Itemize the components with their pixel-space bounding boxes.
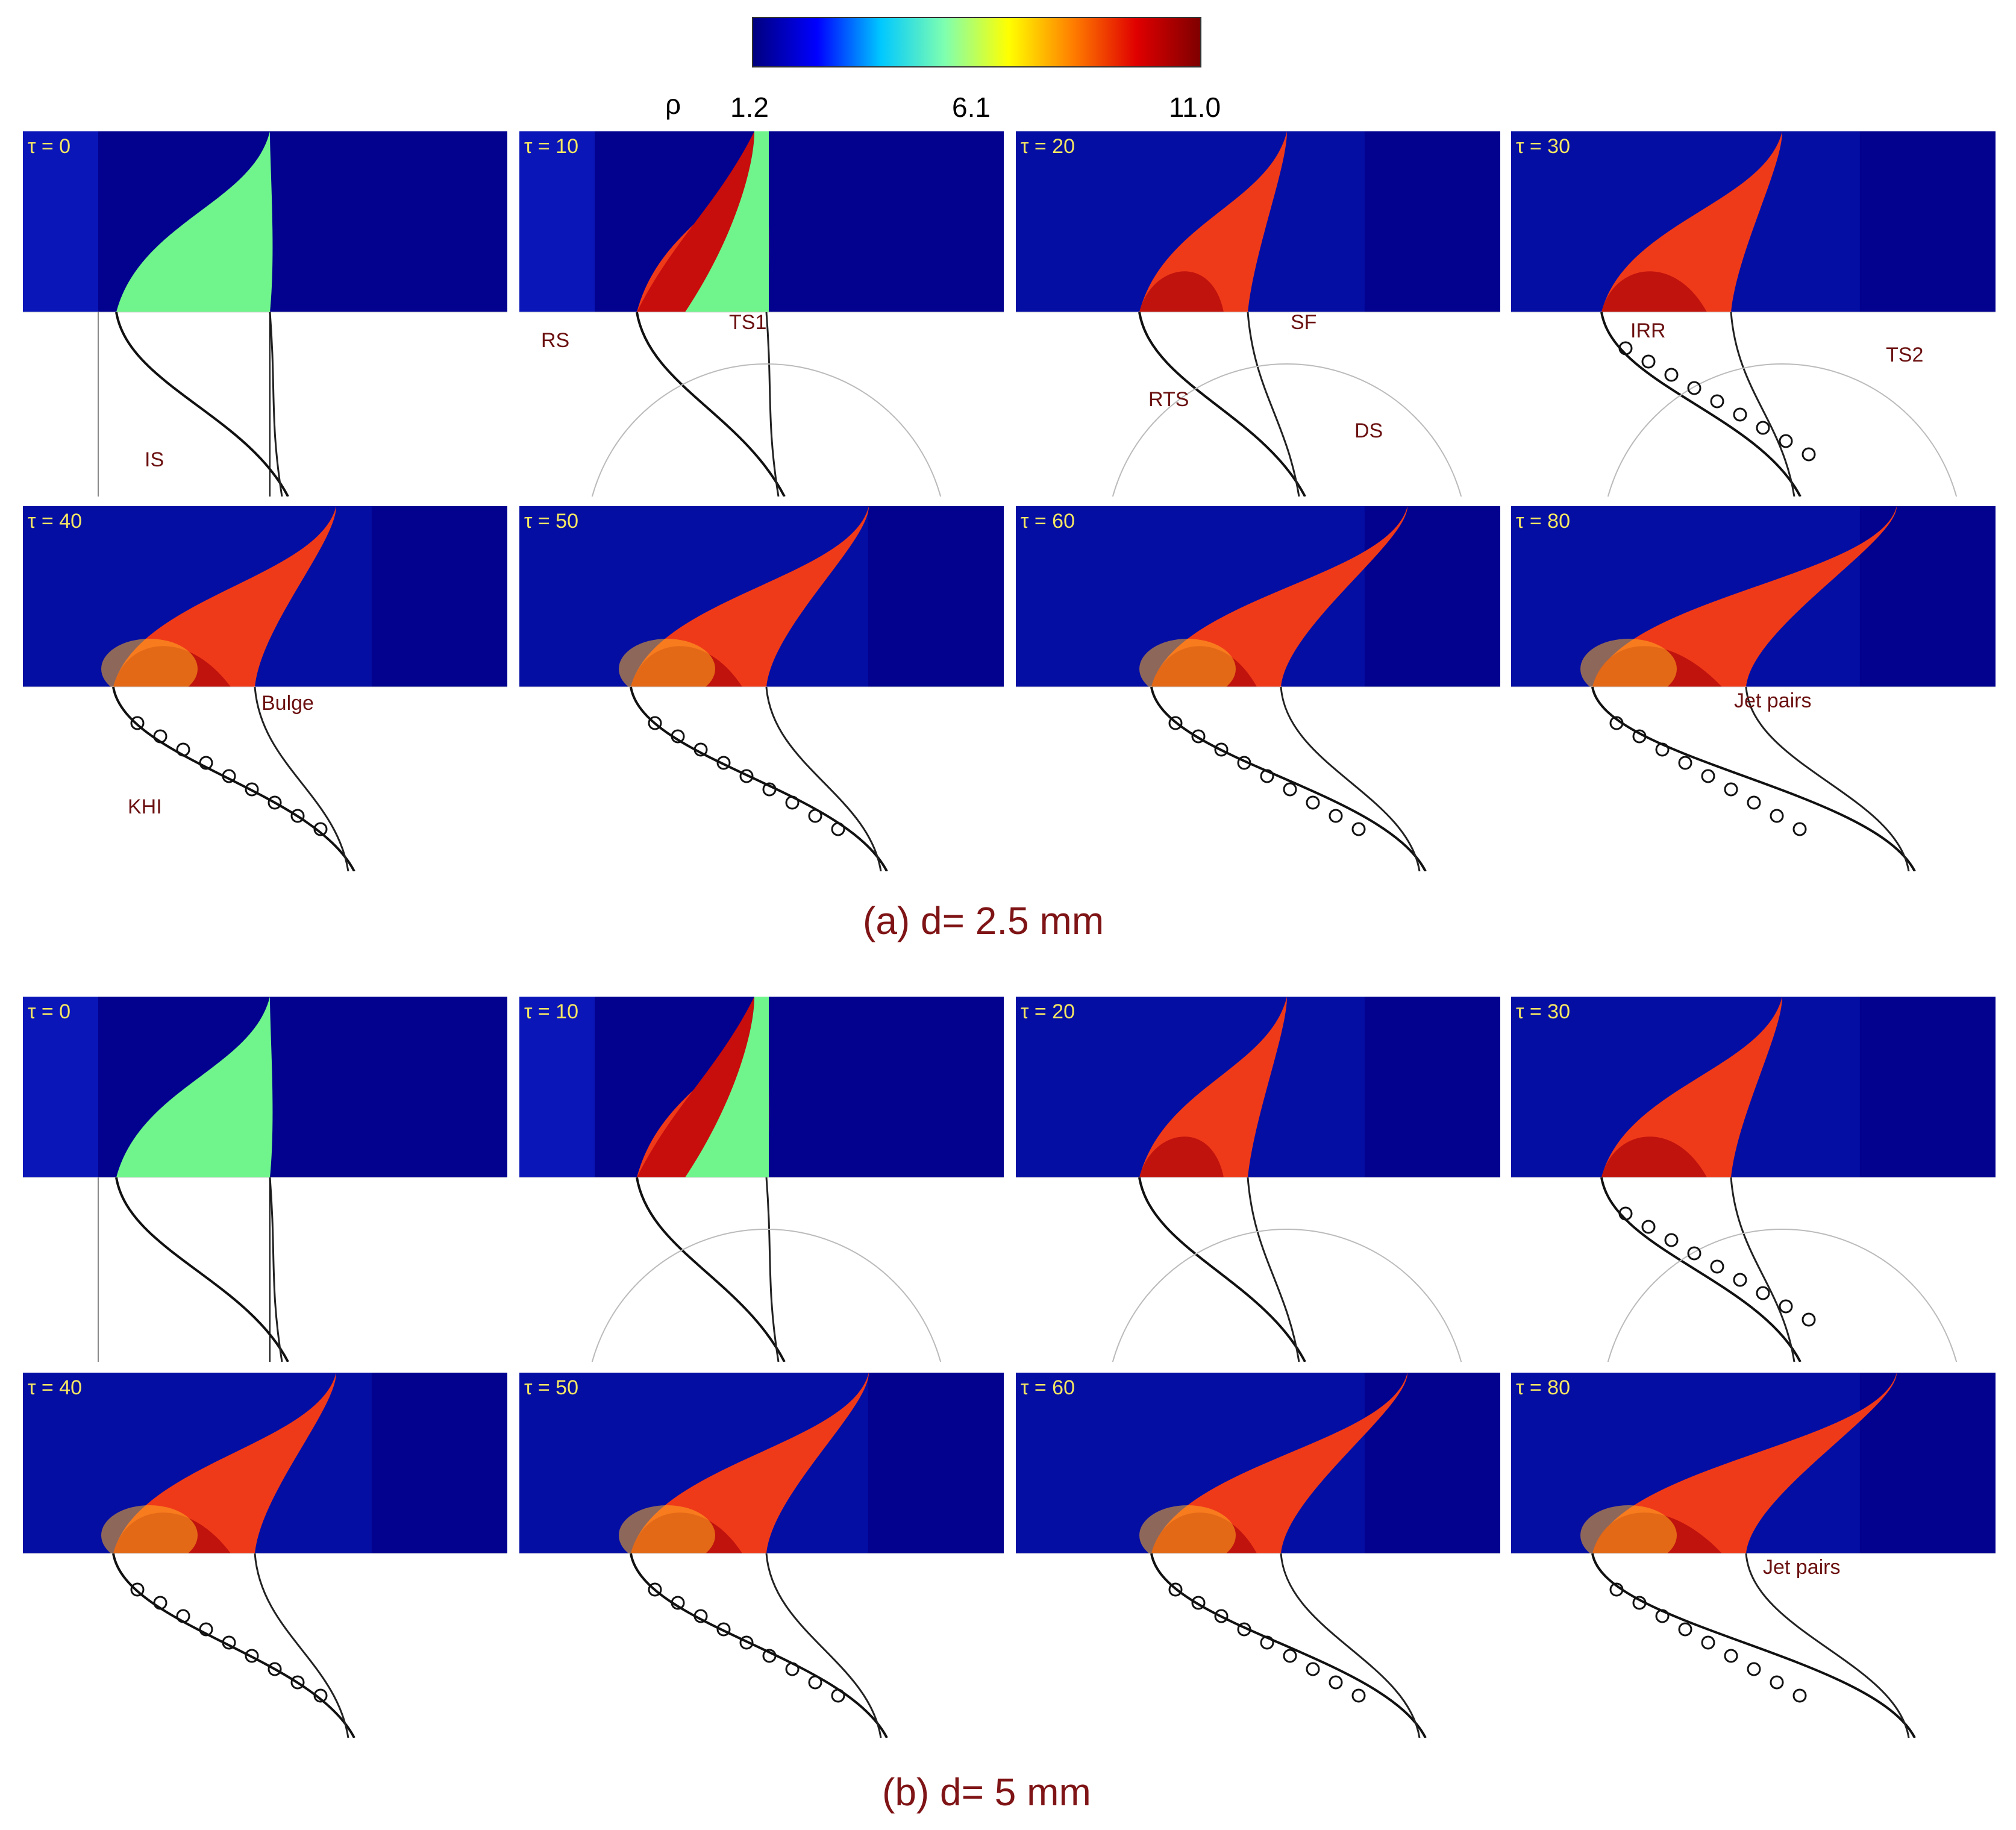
caption-b: (b) d= 5 mm bbox=[882, 1770, 1091, 1814]
tau-label: τ = 30 bbox=[1516, 135, 1570, 158]
interface-contour bbox=[1138, 312, 1306, 497]
panel-b-top-1: τ = 0 bbox=[23, 997, 507, 1362]
gas-bubble-region bbox=[116, 131, 273, 312]
panel-image bbox=[1511, 1373, 1996, 1738]
tau-label: τ = 40 bbox=[28, 1376, 82, 1399]
panel-image bbox=[1016, 131, 1500, 497]
interface-contour bbox=[1591, 686, 1916, 871]
annotation-is: IS bbox=[145, 448, 164, 471]
gas-bubble-region bbox=[1139, 131, 1287, 312]
tau-label: τ = 10 bbox=[524, 1000, 578, 1023]
panel-image bbox=[23, 131, 507, 497]
panel-image bbox=[1016, 506, 1500, 871]
panel-a-top-3: τ = 20 bbox=[1016, 131, 1500, 497]
panel-a-bottom-4: τ = 80 bbox=[1511, 506, 1996, 871]
panel-a-top-4: τ = 30 bbox=[1511, 131, 1996, 497]
annotation-ts2: TS2 bbox=[1886, 343, 1924, 366]
density-colorbar bbox=[752, 17, 1201, 67]
tau-label: τ = 80 bbox=[1516, 1376, 1570, 1399]
panel-b-top-3: τ = 20 bbox=[1016, 997, 1500, 1362]
annotation-irr: IRR bbox=[1630, 319, 1666, 342]
panel-image bbox=[23, 997, 507, 1362]
panel-a-bottom-3: τ = 60 bbox=[1016, 506, 1500, 871]
interface-contour bbox=[1600, 1177, 1802, 1362]
caption-a: (a) d= 2.5 mm bbox=[863, 899, 1104, 942]
annotation-jet-pairs-b: Jet pairs bbox=[1763, 1556, 1841, 1579]
gas-bubble-region bbox=[1592, 506, 1897, 687]
panel-image bbox=[1511, 131, 1996, 497]
interface-contour bbox=[1600, 312, 1802, 497]
panel-image bbox=[1511, 997, 1996, 1362]
interface-contour bbox=[1150, 1553, 1427, 1738]
annotation-sf: SF bbox=[1291, 311, 1317, 334]
panel-b-bottom-1: τ = 40 bbox=[23, 1373, 507, 1738]
gas-bubble-region bbox=[1139, 997, 1287, 1177]
tau-label: τ = 80 bbox=[1516, 510, 1570, 533]
panel-image bbox=[23, 506, 507, 871]
tau-label: τ = 60 bbox=[1021, 1376, 1075, 1399]
colorbar-tick-mid: 6.1 bbox=[952, 92, 991, 123]
panel-b-top-2: τ = 10 bbox=[519, 997, 1004, 1362]
panel-b-bottom-4: τ = 80 bbox=[1511, 1373, 1996, 1738]
panel-b-bottom-3: τ = 60 bbox=[1016, 1373, 1500, 1738]
tau-label: τ = 50 bbox=[524, 510, 578, 533]
panel-image bbox=[1016, 1373, 1500, 1738]
gas-bubble-region bbox=[1601, 997, 1782, 1177]
interface-contour bbox=[636, 1177, 786, 1362]
panel-image bbox=[519, 997, 1004, 1362]
interface-contour bbox=[630, 686, 888, 871]
colorbar-symbol: ρ bbox=[665, 89, 681, 120]
interface-contour bbox=[1591, 1553, 1916, 1738]
interface-contour bbox=[115, 1177, 289, 1362]
colorbar-tick-min: 1.2 bbox=[730, 92, 769, 123]
annotation-rs: RS bbox=[541, 329, 570, 352]
panel-image bbox=[1016, 997, 1500, 1362]
interface-contour bbox=[636, 312, 786, 497]
interface-contour bbox=[1138, 1177, 1306, 1362]
panel-image bbox=[23, 1373, 507, 1738]
annotation-rts: RTS bbox=[1148, 388, 1189, 411]
panel-a-bottom-1: τ = 40 bbox=[23, 506, 507, 871]
tau-label: τ = 10 bbox=[524, 135, 578, 158]
tau-label: τ = 20 bbox=[1021, 135, 1075, 158]
gas-bubble-region bbox=[116, 997, 273, 1177]
gas-bubble-region bbox=[1601, 131, 1782, 312]
tau-label: τ = 50 bbox=[524, 1376, 578, 1399]
gas-bubble-region bbox=[1151, 1373, 1407, 1553]
tau-label: τ = 20 bbox=[1021, 1000, 1075, 1023]
interface-contour bbox=[630, 1553, 888, 1738]
panel-image bbox=[519, 506, 1004, 871]
panel-image bbox=[519, 1373, 1004, 1738]
tau-label: τ = 0 bbox=[28, 135, 71, 158]
annotation-ts1: TS1 bbox=[729, 311, 767, 334]
annotation-ds: DS bbox=[1354, 419, 1383, 442]
gas-bubble-region bbox=[631, 1373, 869, 1553]
panel-b-bottom-2: τ = 50 bbox=[519, 1373, 1004, 1738]
interface-contour bbox=[1150, 686, 1427, 871]
annotation-bulge: Bulge bbox=[261, 692, 314, 715]
panel-a-top-2: τ = 10 bbox=[519, 131, 1004, 497]
panel-b-top-4: τ = 30 bbox=[1511, 997, 1996, 1362]
tau-label: τ = 60 bbox=[1021, 510, 1075, 533]
tau-label: τ = 30 bbox=[1516, 1000, 1570, 1023]
panel-a-top-1: τ = 0 bbox=[23, 131, 507, 497]
panel-a-bottom-2: τ = 50 bbox=[519, 506, 1004, 871]
tau-label: τ = 0 bbox=[28, 1000, 71, 1023]
colorbar-tick-max: 11.0 bbox=[1169, 92, 1221, 123]
annotation-khi: KHI bbox=[128, 795, 162, 818]
panel-image bbox=[1511, 506, 1996, 871]
gas-bubble-region bbox=[1592, 1373, 1897, 1553]
tau-label: τ = 40 bbox=[28, 510, 82, 533]
panel-image bbox=[519, 131, 1004, 497]
gas-bubble-region bbox=[631, 506, 869, 687]
annotation-jet-pairs-a: Jet pairs bbox=[1734, 689, 1812, 712]
interface-contour bbox=[115, 312, 289, 497]
gas-bubble-region bbox=[1151, 506, 1407, 687]
